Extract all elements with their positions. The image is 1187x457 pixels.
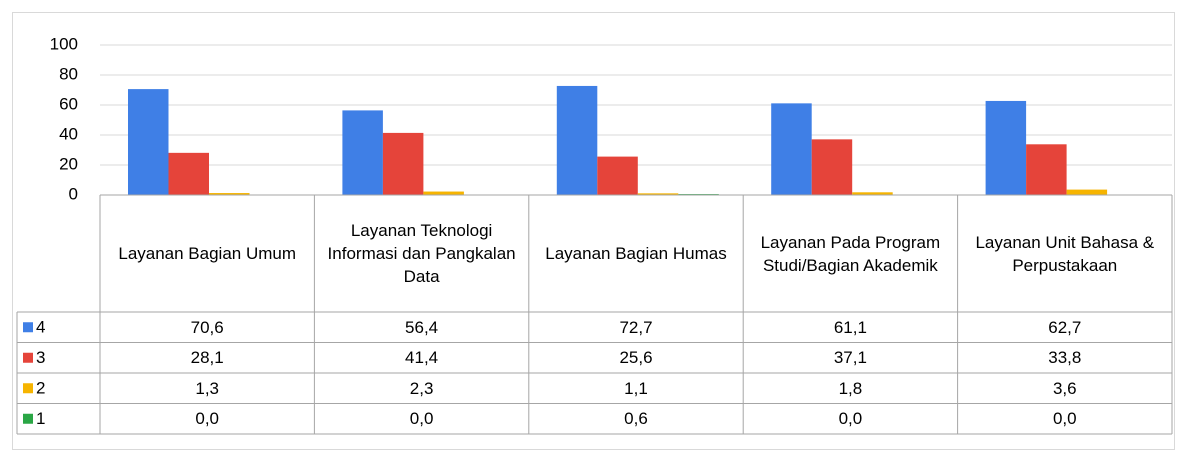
bar [168,152,209,195]
legend-swatch [23,413,33,424]
category-label: Layanan Unit Bahasa & Perpustakaan [975,232,1155,275]
table-value: 0,0 [1052,409,1077,429]
table-value: 61,1 [833,317,867,337]
bar [597,156,638,195]
category-label: Layanan Teknologi Informasi dan Pangkala… [327,221,516,286]
y-tick-label: 0 [69,184,78,203]
bar [1066,189,1108,195]
table-value: 62,7 [1048,317,1082,337]
table-value: 37,1 [833,348,867,368]
bar [771,103,812,195]
table-value: 1,8 [838,378,863,398]
y-tick-label: 60 [59,94,78,113]
table-value: 2,3 [409,378,434,398]
y-tick-label: 80 [59,64,78,83]
table-value: 0,0 [838,409,863,429]
bar [382,132,424,195]
y-tick-label: 20 [59,154,78,173]
table-value: 0,6 [624,409,648,429]
table-value: 25,6 [619,348,653,368]
table-value: 28,1 [190,348,224,368]
bar [423,191,464,195]
table-value: 3,6 [1052,378,1077,398]
legend-label: 1 [36,409,45,428]
bar [637,193,679,195]
table-value: 41,4 [405,348,439,368]
table-value: 1,3 [195,378,220,398]
bar [128,89,169,195]
table-value: 0,0 [195,409,220,429]
bar [556,85,598,195]
category-label: Layanan Bagian Humas [545,244,727,263]
table-value: 72,7 [619,317,653,337]
bar [811,139,853,195]
category-label: Layanan Pada Program Studi/Bagian Akadem… [760,232,941,275]
bar [985,100,1027,195]
bar [209,193,250,195]
category-label: Layanan Bagian Umum [118,244,297,263]
legend-swatch [23,383,33,394]
table-value: 56,4 [405,317,439,337]
legend-swatch [23,352,33,363]
legend-label: 3 [36,348,45,367]
table-value: 1,1 [624,378,648,398]
table-value: 0,0 [409,409,434,429]
bar [342,110,383,195]
legend-label: 2 [36,379,45,398]
table-value: 33,8 [1048,348,1082,368]
chart-border [12,12,1175,450]
bar [1026,144,1067,195]
y-tick-label: 40 [59,124,78,143]
table-value: 70,6 [190,317,224,337]
legend-swatch [23,322,33,333]
y-tick-label: 100 [50,34,78,53]
legend-label: 4 [36,318,45,337]
bar [852,192,893,195]
